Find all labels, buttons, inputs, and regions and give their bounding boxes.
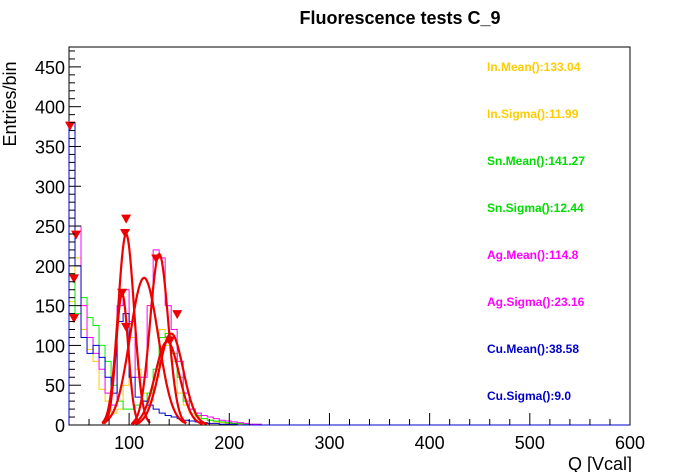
- y-tick-label: 100: [35, 336, 65, 356]
- y-tick-label: 0: [55, 416, 65, 436]
- chart-title: Fluorescence tests C_9: [299, 8, 500, 28]
- stat-label-6: Ag.Sigma():23.16: [487, 295, 585, 309]
- stat-label-7: Cu.Mean():38.58: [487, 342, 579, 356]
- stat-label-5: Ag.Mean():114.8: [487, 248, 579, 262]
- y-tick-label: 350: [35, 137, 65, 157]
- y-tick-label: 400: [35, 98, 65, 118]
- x-axis-label: Q [Vcal]: [568, 454, 632, 472]
- stat-label-4: Sn.Sigma():12.44: [487, 201, 584, 215]
- peak-marker-10: [172, 310, 182, 319]
- y-tick-label: 200: [35, 257, 65, 277]
- y-tick-label: 50: [45, 376, 65, 396]
- stat-label-3: Sn.Mean():141.27: [487, 154, 585, 168]
- x-tick-label: 400: [415, 433, 445, 453]
- peak-marker-layer: [65, 122, 182, 346]
- peak-marker-6: [120, 229, 130, 238]
- stats-annotations: In.Mean():133.04 In.Sigma():11.99 Sn.Mean(…: [487, 60, 585, 403]
- x-tick-label: 600: [615, 433, 645, 453]
- y-axis-label: Entries/bin: [0, 61, 20, 146]
- x-tick-label: 500: [515, 433, 545, 453]
- x-tick-label: 200: [214, 433, 244, 453]
- fit-curve-layer: [102, 234, 207, 424]
- plot-frame: [69, 47, 630, 425]
- peak-marker-2: [71, 231, 81, 240]
- y-tick-label: 250: [35, 217, 65, 237]
- plot-area: [69, 47, 630, 425]
- y-tick-label: 150: [35, 297, 65, 317]
- y-tick-label: 300: [35, 177, 65, 197]
- peak-marker-5: [121, 215, 131, 224]
- x-tick-label: 300: [314, 433, 344, 453]
- x-tick-label: 100: [114, 433, 144, 453]
- stat-label-2: In.Sigma():11.99: [487, 107, 579, 121]
- stat-label-8: Cu.Sigma():9.0: [487, 389, 571, 403]
- stat-label-1: In.Mean():133.04: [487, 60, 581, 74]
- y-tick-label: 450: [35, 58, 65, 78]
